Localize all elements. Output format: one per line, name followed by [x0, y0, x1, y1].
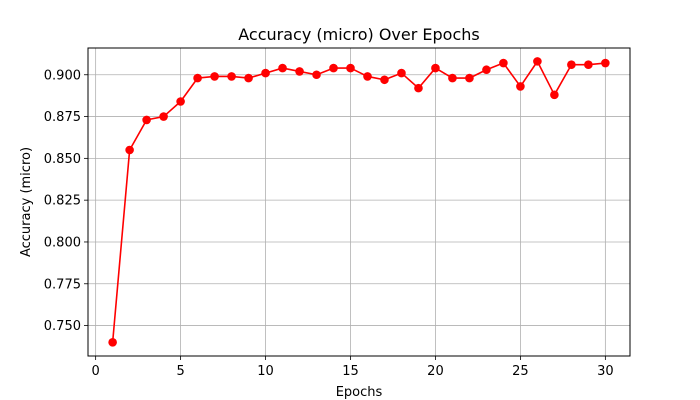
y-axis-ticks: 0.750 0.775 0.800 0.825 0.850 0.875 0.900: [44, 68, 88, 334]
data-point: [193, 73, 202, 83]
data-point: [312, 70, 321, 80]
data-point: [567, 60, 576, 70]
data-point: [482, 65, 491, 75]
y-tick-label: 0.825: [44, 194, 81, 209]
data-point: [397, 68, 406, 78]
data-point: [363, 72, 372, 81]
y-tick-label: 0.750: [44, 319, 81, 334]
y-tick-label: 0.775: [44, 277, 81, 292]
data-point: [414, 83, 423, 93]
data-point: [329, 63, 338, 73]
y-tick-label: 0.800: [44, 235, 81, 250]
x-tick-label: 10: [257, 364, 274, 379]
x-tick-label: 0: [92, 364, 100, 379]
data-point: [142, 115, 151, 125]
data-point: [108, 337, 117, 347]
x-tick-label: 15: [342, 364, 359, 379]
data-point: [210, 72, 219, 81]
x-tick-label: 25: [512, 364, 529, 379]
series-line: [111, 60, 606, 343]
x-axis-label: Epochs: [336, 385, 383, 400]
series-lines: [111, 60, 606, 343]
data-point: [261, 68, 270, 78]
data-point: [227, 72, 236, 81]
data-point: [516, 82, 525, 91]
series-markers: [108, 57, 610, 347]
data-point: [346, 63, 355, 73]
data-point: [380, 75, 389, 85]
data-point: [176, 97, 185, 106]
y-tick-label: 0.875: [44, 110, 81, 125]
data-point: [159, 112, 168, 121]
data-point: [244, 73, 253, 83]
data-point: [278, 63, 287, 73]
x-tick-label: 5: [176, 364, 184, 379]
x-tick-label: 20: [427, 364, 444, 379]
data-point: [601, 58, 610, 68]
data-point: [499, 58, 508, 68]
data-point: [448, 73, 457, 83]
y-tick-label: 0.900: [44, 68, 81, 83]
y-axis-label: Accuracy (micro): [19, 147, 34, 257]
data-point: [295, 67, 304, 76]
data-point: [465, 73, 474, 83]
data-point: [533, 57, 542, 66]
data-point: [550, 90, 559, 100]
y-tick-label: 0.850: [44, 152, 81, 167]
data-point: [125, 145, 134, 155]
data-point: [584, 60, 593, 70]
chart-title: Accuracy (micro) Over Epochs: [238, 25, 479, 44]
data-point: [431, 63, 440, 73]
plot-frame: [87, 47, 631, 357]
x-axis-ticks: 0 5 10 15 20 25 30: [92, 356, 614, 379]
x-tick-label: 30: [597, 364, 614, 379]
grid-lines: [88, 48, 630, 356]
